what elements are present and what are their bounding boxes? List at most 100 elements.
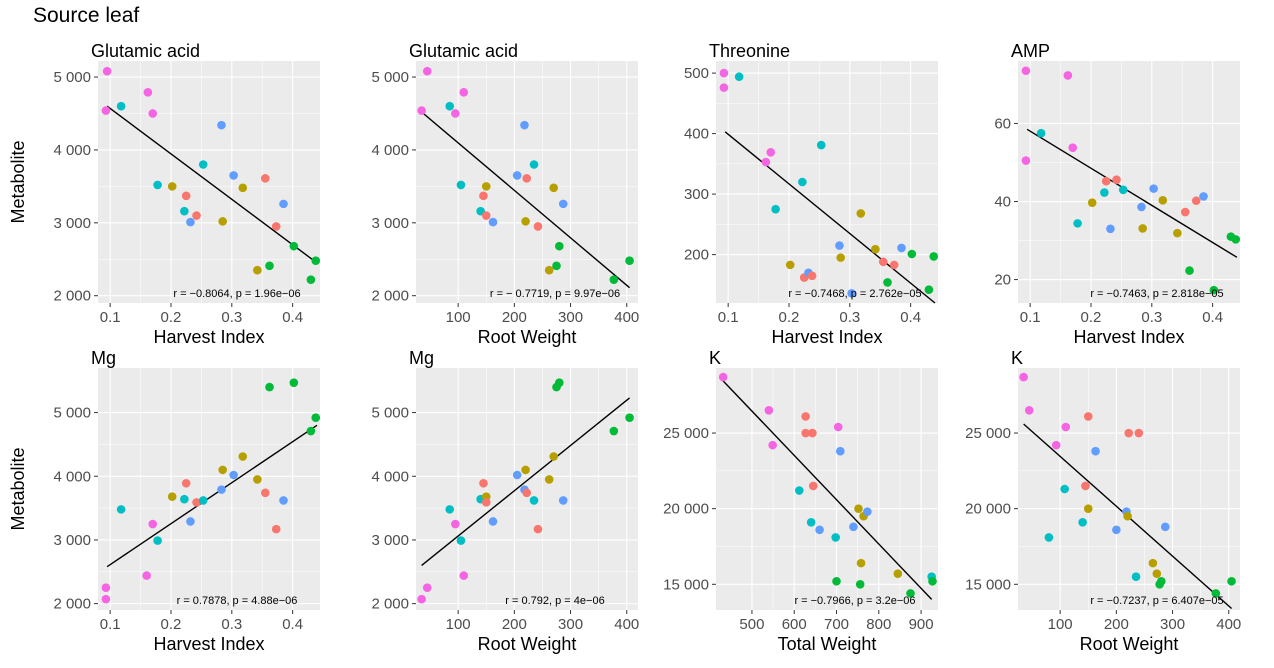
y-tick-label: 3 000 bbox=[371, 532, 409, 549]
data-point bbox=[279, 199, 288, 209]
data-point bbox=[522, 174, 532, 183]
data-point bbox=[218, 217, 227, 226]
y-tick-label: 200 bbox=[684, 247, 709, 264]
x-tick-label: 800 bbox=[866, 616, 891, 633]
data-point bbox=[609, 275, 619, 284]
data-point bbox=[180, 206, 189, 216]
chart-panel-1: 0.1 0.2 0.3 0.4 2 000 3 000 4 000 5 000 r = −0.8… bbox=[8, 41, 321, 347]
data-point bbox=[451, 109, 460, 118]
data-point bbox=[218, 465, 227, 475]
data-point bbox=[555, 378, 564, 387]
data-point bbox=[116, 505, 126, 514]
data-point bbox=[456, 180, 466, 190]
data-point bbox=[1081, 481, 1090, 491]
correlation-annotation: r = −0.7237, p = 6.407e−05 bbox=[1090, 595, 1223, 607]
x-tick-label: 200 bbox=[1104, 616, 1129, 633]
data-point bbox=[529, 160, 539, 169]
data-point bbox=[167, 182, 177, 191]
x-axis-label: Harvest Index bbox=[153, 327, 264, 347]
data-point bbox=[238, 183, 248, 193]
data-point bbox=[512, 470, 522, 480]
data-point bbox=[192, 211, 201, 220]
panel-background bbox=[1018, 368, 1240, 610]
data-point bbox=[854, 504, 863, 513]
data-point bbox=[906, 589, 915, 598]
data-point bbox=[265, 382, 274, 392]
data-point bbox=[1068, 143, 1078, 152]
x-axis-label: Harvest Index bbox=[153, 634, 264, 654]
x-tick-label: 200 bbox=[502, 309, 527, 326]
x-tick-label: 300 bbox=[558, 616, 583, 633]
regression-line bbox=[106, 424, 318, 568]
data-point bbox=[238, 452, 248, 461]
data-point bbox=[186, 517, 195, 526]
x-tick-label: 500 bbox=[739, 616, 764, 633]
data-point bbox=[1112, 525, 1121, 535]
y-axis-label: Metabolite bbox=[8, 447, 28, 530]
data-point bbox=[1173, 228, 1182, 238]
x-tick-label: 0.1 bbox=[100, 309, 121, 326]
chart-panel-7: 500 600 700 800 900 15 000 20 000 25 000 r = −0.… bbox=[663, 348, 938, 654]
data-point bbox=[253, 265, 262, 275]
y-tick-label: 2 000 bbox=[53, 288, 91, 305]
regression-line bbox=[106, 105, 318, 264]
data-point bbox=[1227, 576, 1236, 586]
data-point bbox=[512, 171, 522, 180]
data-point bbox=[849, 522, 858, 532]
data-point bbox=[422, 583, 432, 593]
x-tick-label: 0.1 bbox=[100, 616, 121, 633]
data-point bbox=[1100, 188, 1109, 197]
data-point bbox=[795, 486, 804, 495]
data-point bbox=[558, 496, 568, 505]
data-point bbox=[855, 579, 865, 589]
data-point bbox=[1231, 235, 1241, 244]
data-point bbox=[734, 72, 744, 82]
data-point bbox=[771, 204, 780, 214]
x-tick-label: 400 bbox=[1216, 616, 1241, 633]
data-point bbox=[815, 525, 824, 535]
panel-title: K bbox=[1011, 348, 1023, 368]
data-point bbox=[479, 191, 488, 201]
data-point bbox=[1083, 412, 1093, 421]
data-point bbox=[1137, 202, 1146, 212]
data-point bbox=[1160, 522, 1170, 532]
data-point bbox=[279, 496, 288, 505]
data-point bbox=[1191, 196, 1201, 206]
data-point bbox=[766, 148, 776, 157]
data-point bbox=[719, 83, 729, 92]
data-point bbox=[533, 222, 543, 231]
data-point bbox=[625, 413, 634, 422]
y-tick-label: 40 bbox=[994, 194, 1011, 211]
data-point bbox=[311, 413, 321, 422]
data-point bbox=[761, 157, 771, 167]
data-point bbox=[186, 217, 195, 227]
data-point bbox=[1123, 511, 1132, 521]
x-tick-label: 0.2 bbox=[161, 616, 182, 633]
x-tick-label: 0.4 bbox=[1202, 309, 1223, 326]
x-tick-label: 600 bbox=[782, 616, 807, 633]
data-point bbox=[836, 446, 845, 456]
chart-panel-5: 0.1 0.2 0.3 0.4 2 000 3 000 4 000 5 000 r = 0.78… bbox=[8, 348, 321, 654]
data-point bbox=[260, 488, 270, 498]
panel-title: Mg bbox=[409, 348, 434, 368]
data-point bbox=[808, 428, 817, 438]
data-point bbox=[459, 88, 469, 97]
x-tick-label: 0.3 bbox=[1141, 309, 1162, 326]
data-point bbox=[555, 241, 564, 251]
data-point bbox=[847, 289, 856, 298]
data-point bbox=[544, 475, 554, 484]
data-point bbox=[928, 576, 937, 586]
data-point bbox=[533, 524, 543, 534]
x-tick-label: 100 bbox=[1048, 616, 1073, 633]
data-point bbox=[306, 275, 316, 284]
data-point bbox=[1061, 422, 1071, 432]
data-point bbox=[153, 536, 162, 545]
data-point bbox=[801, 428, 810, 438]
data-point bbox=[289, 378, 299, 387]
data-point bbox=[544, 265, 554, 275]
data-point bbox=[835, 241, 844, 250]
data-point bbox=[180, 494, 189, 504]
panel-title: Glutamic acid bbox=[91, 41, 200, 61]
data-point bbox=[479, 478, 488, 488]
x-axis-label: Harvest Index bbox=[1073, 327, 1184, 347]
